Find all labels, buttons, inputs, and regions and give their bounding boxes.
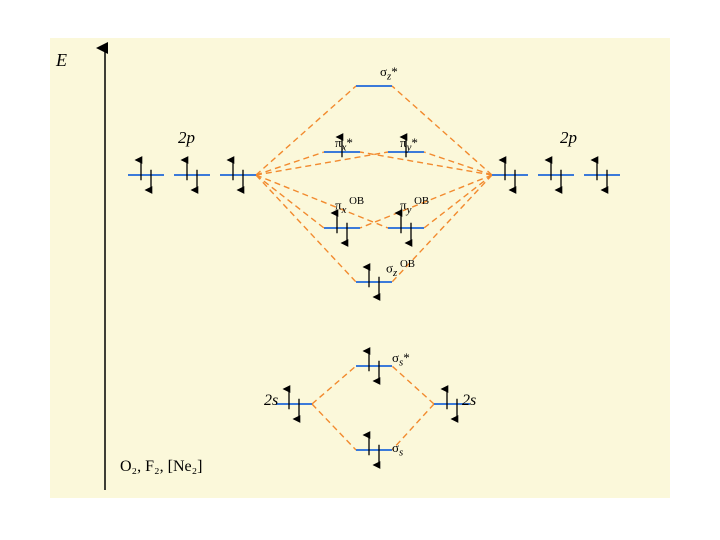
mo-diagram-svg xyxy=(0,0,720,540)
mo-label: πy* xyxy=(400,135,418,154)
correlation-line xyxy=(360,152,492,175)
correlation-line xyxy=(312,366,356,404)
correlation-line xyxy=(424,175,492,228)
mo-label: πx* xyxy=(335,135,353,154)
atomic-label: 2s xyxy=(264,392,278,410)
caption: O₂, F₂, [Ne₂] xyxy=(120,458,203,476)
mo-label: σz* xyxy=(380,64,398,83)
correlation-line xyxy=(392,86,492,175)
correlation-line xyxy=(392,366,434,404)
correlation-line xyxy=(256,152,324,175)
energy-axis-label: E xyxy=(56,50,67,71)
mo-label: σs* xyxy=(392,350,410,369)
correlation-line xyxy=(256,175,324,228)
mo-label: πy OB xyxy=(400,195,429,216)
correlation-line xyxy=(424,152,492,175)
correlation-line xyxy=(256,175,388,228)
atomic-label: 2p xyxy=(560,128,577,148)
mo-label: πx OB xyxy=(335,195,364,216)
mo-label: σs xyxy=(392,440,403,459)
mo-label: σz OB xyxy=(386,258,415,279)
correlation-line xyxy=(256,86,356,175)
correlation-line xyxy=(312,404,356,450)
stage: E O₂, F₂, [Ne₂] 2p 2p 2s 2s σz* πx* πy* πx OB πy… xyxy=(0,0,720,540)
atomic-label: 2s xyxy=(462,392,476,410)
atomic-label: 2p xyxy=(178,128,195,148)
correlation-line xyxy=(256,152,388,175)
